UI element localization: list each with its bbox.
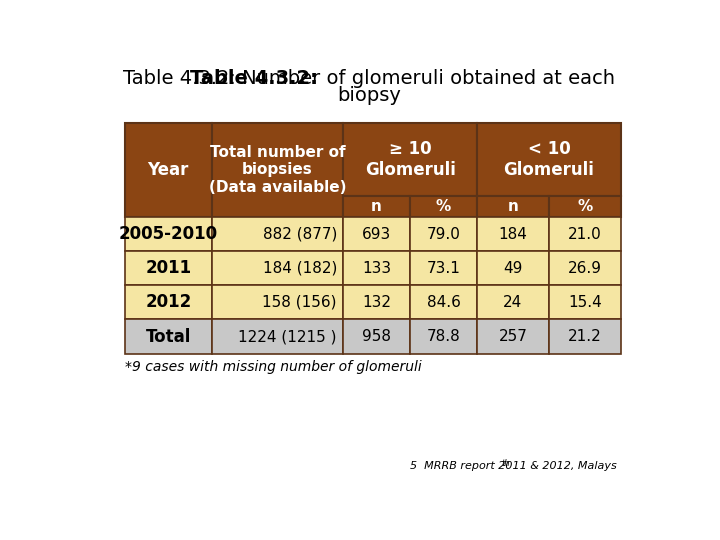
Text: 2011: 2011 [145,259,192,278]
Text: 84.6: 84.6 [427,295,461,310]
Text: Total: Total [145,328,191,346]
Text: 21.0: 21.0 [568,227,602,242]
Bar [343,217,410,251]
Text: n: n [371,199,382,214]
Text: 693: 693 [362,227,391,242]
Bar [343,320,410,354]
Bar [343,286,410,320]
Text: 958: 958 [362,329,391,344]
Bar [477,123,621,195]
Bar [410,320,477,354]
Bar [125,123,212,217]
Text: 24: 24 [503,295,523,310]
Bar [477,286,549,320]
Bar [410,217,477,251]
Text: 2012: 2012 [145,293,192,312]
Text: < 10
Glomeruli: < 10 Glomeruli [503,140,595,179]
Text: Total number of
biopsies
(Data available): Total number of biopsies (Data available… [209,145,346,195]
Bar [212,320,343,354]
Text: 1224 (1215 ): 1224 (1215 ) [238,329,337,344]
Text: 15.4: 15.4 [568,295,602,310]
Text: 21.2: 21.2 [568,329,602,344]
Text: 184 (182): 184 (182) [263,261,337,276]
Text: 257: 257 [498,329,528,344]
Bar [343,123,477,195]
Text: 78.8: 78.8 [427,329,460,344]
Bar [410,251,477,286]
Text: %: % [577,199,593,214]
Text: %: % [436,199,451,214]
Bar [125,251,212,286]
Text: th: th [502,458,510,468]
Text: 132: 132 [362,295,391,310]
Text: biopsy: biopsy [337,86,401,105]
Text: 79.0: 79.0 [427,227,461,242]
Bar [125,286,212,320]
Text: 184: 184 [498,227,528,242]
Bar [549,286,621,320]
Bar [125,217,212,251]
Text: 133: 133 [362,261,391,276]
Text: Year: Year [148,161,189,179]
Bar [477,251,549,286]
Bar [549,195,621,217]
Bar [343,195,410,217]
Text: ≥ 10
Glomeruli: ≥ 10 Glomeruli [364,140,456,179]
Text: 73.1: 73.1 [427,261,461,276]
Bar [125,320,212,354]
Bar [410,286,477,320]
Bar [477,320,549,354]
Text: *9 cases with missing number of glomeruli: *9 cases with missing number of glomerul… [125,360,422,374]
Text: 5  MRRB report 2011 & 2012, Malays: 5 MRRB report 2011 & 2012, Malays [410,461,617,471]
Text: 2005-2010: 2005-2010 [119,225,218,244]
Bar [549,320,621,354]
Text: n: n [508,199,518,214]
Bar [212,217,343,251]
Text: 882 (877): 882 (877) [263,227,337,242]
Bar [410,195,477,217]
Text: Table 4.3.2: Number of glomeruli obtained at each: Table 4.3.2: Number of glomeruli obtaine… [123,69,615,88]
Text: 49: 49 [503,261,523,276]
Text: 158 (156): 158 (156) [262,295,337,310]
Bar [212,251,343,286]
Bar [343,251,410,286]
Bar [477,217,549,251]
Text: Table 4.3.2:: Table 4.3.2: [190,69,318,88]
Bar [212,123,343,217]
Bar [549,217,621,251]
Text: 26.9: 26.9 [568,261,602,276]
Bar [212,286,343,320]
Bar [549,251,621,286]
Bar [477,195,549,217]
